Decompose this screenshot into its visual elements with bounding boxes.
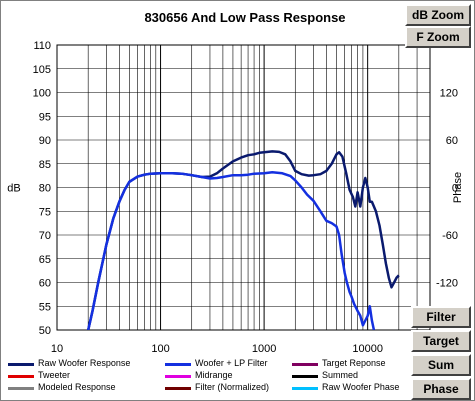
y-tick-label: 65 xyxy=(39,254,51,266)
chart-title: 830656 And Low Pass Response xyxy=(144,10,346,25)
y-tick-label: 55 xyxy=(39,301,51,313)
y-tick-label: 80 xyxy=(39,183,51,195)
y-tick-label: 85 xyxy=(39,159,51,171)
legend-label: Woofer + LP Filter xyxy=(195,358,268,368)
legend-swatch xyxy=(292,375,318,378)
y2-tick-label: -60 xyxy=(442,230,458,242)
legend-label: Raw Woofer Phase xyxy=(322,382,400,392)
legend-swatch xyxy=(165,363,191,366)
y-axis-label: dB xyxy=(7,183,20,195)
x-tick-label: 10 xyxy=(51,343,63,355)
legend-swatch xyxy=(8,363,34,366)
legend-label: Target Reponse xyxy=(322,358,386,368)
x-tick-label: 10000 xyxy=(352,343,383,355)
f-zoom-button[interactable]: F Zoom xyxy=(405,26,471,48)
x-tick-label: 1000 xyxy=(252,343,276,355)
legend-label: Modeled Response xyxy=(38,382,116,392)
target-button[interactable]: Target xyxy=(411,330,471,352)
legend-label: Midrange xyxy=(195,370,233,380)
y-tick-label: 70 xyxy=(39,230,51,242)
legend-swatch xyxy=(292,387,318,390)
legend-label: Filter (Normalized) xyxy=(195,382,270,392)
series-line-woofer-lp-filter xyxy=(86,171,376,330)
y2-tick-label: 0 xyxy=(452,183,458,195)
legend-label: Raw Woofer Response xyxy=(38,358,131,368)
y2-axis-label: Phase xyxy=(452,172,464,203)
y2-tick-label: 120 xyxy=(440,88,458,100)
legend-label: Tweeter xyxy=(38,370,71,380)
sum-button[interactable]: Sum xyxy=(411,354,471,376)
filter-button[interactable]: Filter xyxy=(411,306,471,328)
db-zoom-button[interactable]: dB Zoom xyxy=(405,4,471,26)
y-tick-label: 90 xyxy=(39,135,51,147)
legend-swatch xyxy=(8,375,34,378)
y-tick-label: 110 xyxy=(33,40,51,52)
y-tick-label: 105 xyxy=(33,64,51,76)
legend-label: Summed xyxy=(322,370,359,380)
legend-swatch xyxy=(165,387,191,390)
y-tick-label: 100 xyxy=(33,88,51,100)
y-tick-label: 50 xyxy=(39,325,51,337)
y-tick-label: 60 xyxy=(39,278,51,290)
plot-border xyxy=(56,44,431,331)
legend-swatch xyxy=(292,363,318,366)
x-tick-label: 100 xyxy=(151,343,169,355)
y-tick-label: 75 xyxy=(39,206,51,218)
y2-tick-label: 60 xyxy=(446,135,458,147)
legend-swatch xyxy=(8,387,34,390)
legend-swatch xyxy=(165,375,191,378)
y-tick-label: 95 xyxy=(39,111,51,123)
y2-tick-label: -120 xyxy=(436,278,458,290)
phase-button[interactable]: Phase xyxy=(411,378,471,400)
